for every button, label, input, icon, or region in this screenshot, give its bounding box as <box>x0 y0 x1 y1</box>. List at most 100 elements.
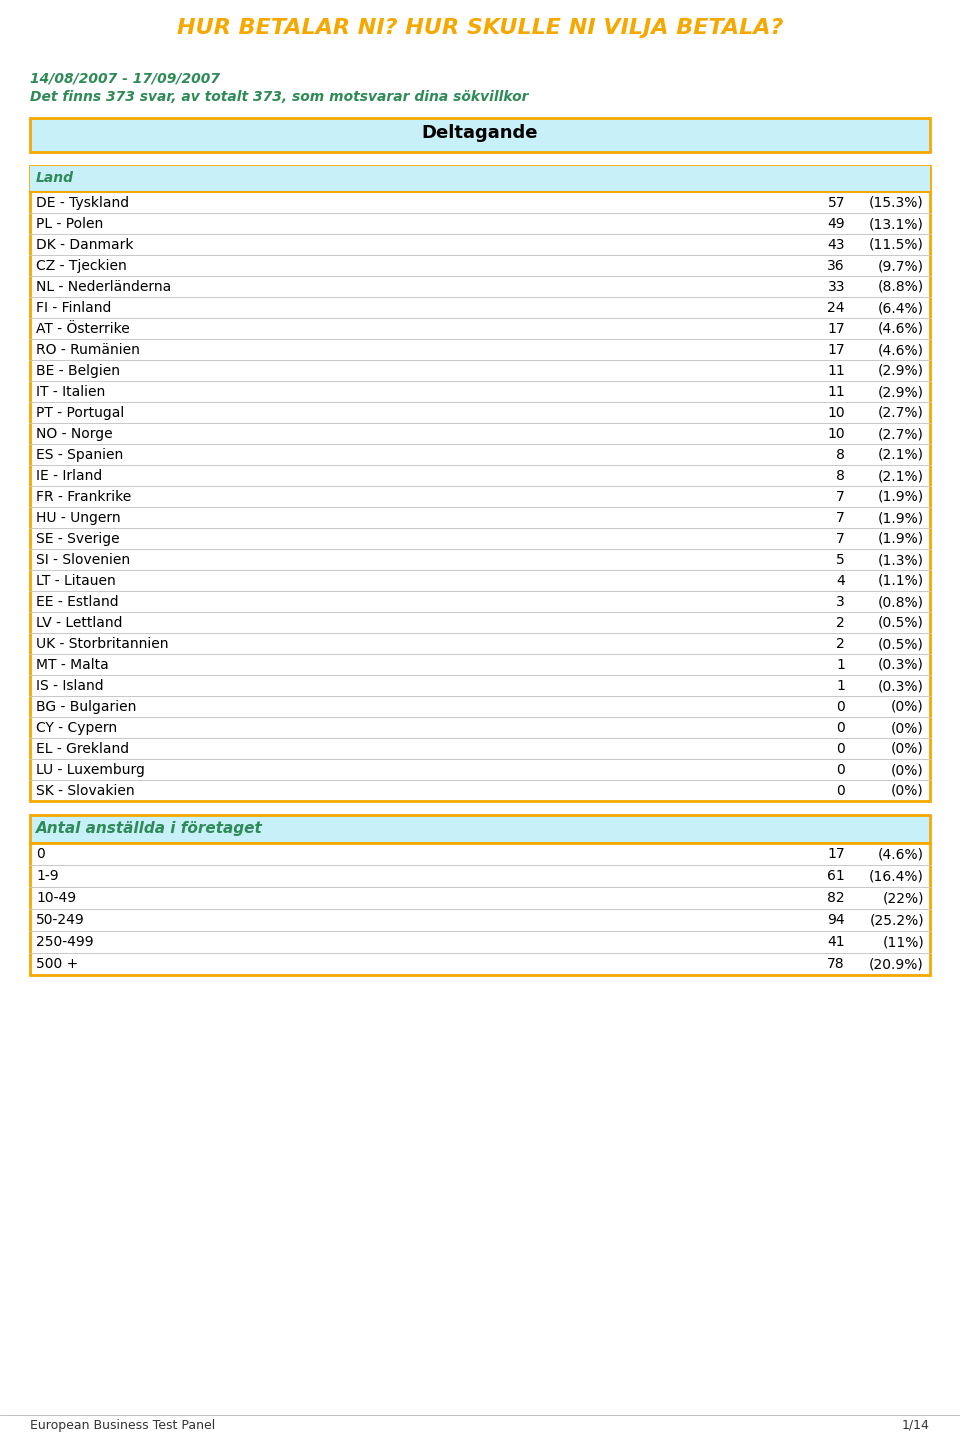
Text: 250-499: 250-499 <box>36 935 94 948</box>
Text: (0%): (0%) <box>891 721 924 734</box>
Text: HUR BETALAR NI? HUR SKULLE NI VILJA BETALA?: HUR BETALAR NI? HUR SKULLE NI VILJA BETA… <box>177 19 783 37</box>
Text: 0: 0 <box>836 700 845 714</box>
Text: SK - Slovakien: SK - Slovakien <box>36 785 134 798</box>
Text: LT - Litauen: LT - Litauen <box>36 573 116 588</box>
Text: BG - Bulgarien: BG - Bulgarien <box>36 700 136 714</box>
Text: Antal anställda i företaget: Antal anställda i företaget <box>36 821 263 836</box>
Text: 7: 7 <box>836 532 845 546</box>
Text: (0%): (0%) <box>891 785 924 798</box>
Text: (16.4%): (16.4%) <box>869 869 924 882</box>
Text: 2: 2 <box>836 637 845 651</box>
Text: PT - Portugal: PT - Portugal <box>36 407 124 420</box>
Text: Deltagande: Deltagande <box>421 124 539 142</box>
Text: 24: 24 <box>828 300 845 315</box>
Text: PL - Polen: PL - Polen <box>36 217 104 231</box>
Text: (13.1%): (13.1%) <box>869 217 924 231</box>
Text: 82: 82 <box>828 891 845 905</box>
Text: CZ - Tjeckien: CZ - Tjeckien <box>36 259 127 273</box>
Text: (0%): (0%) <box>891 741 924 756</box>
Text: 0: 0 <box>836 763 845 777</box>
Text: 7: 7 <box>836 490 845 504</box>
Text: (0.3%): (0.3%) <box>878 658 924 673</box>
Text: 1/14: 1/14 <box>902 1418 930 1433</box>
Text: (2.7%): (2.7%) <box>878 427 924 441</box>
Text: DE - Tyskland: DE - Tyskland <box>36 195 130 210</box>
Text: 14/08/2007 - 17/09/2007: 14/08/2007 - 17/09/2007 <box>30 72 220 86</box>
Text: 94: 94 <box>828 912 845 927</box>
Text: 17: 17 <box>828 322 845 336</box>
Text: (9.7%): (9.7%) <box>878 259 924 273</box>
Text: 50-249: 50-249 <box>36 912 84 927</box>
Text: Land: Land <box>36 171 74 185</box>
Text: UK - Storbritannien: UK - Storbritannien <box>36 637 169 651</box>
Text: 3: 3 <box>836 595 845 609</box>
Text: 17: 17 <box>828 846 845 861</box>
Text: 0: 0 <box>36 846 45 861</box>
Bar <box>30 167 930 193</box>
Text: ES - Spanien: ES - Spanien <box>36 448 123 463</box>
Text: RO - Rumänien: RO - Rumänien <box>36 343 140 356</box>
Text: (0%): (0%) <box>891 700 924 714</box>
Text: Det finns 373 svar, av totalt 373, som motsvarar dina sökvillkor: Det finns 373 svar, av totalt 373, som m… <box>30 91 529 103</box>
Text: 1: 1 <box>836 658 845 673</box>
Text: NO - Norge: NO - Norge <box>36 427 112 441</box>
Text: DK - Danmark: DK - Danmark <box>36 239 133 251</box>
Text: EE - Estland: EE - Estland <box>36 595 119 609</box>
Text: 0: 0 <box>836 721 845 734</box>
Text: 500 +: 500 + <box>36 957 79 971</box>
Text: 10: 10 <box>828 407 845 420</box>
Text: 36: 36 <box>828 259 845 273</box>
Text: SI - Slovenien: SI - Slovenien <box>36 553 131 568</box>
Text: 11: 11 <box>828 364 845 378</box>
Text: (22%): (22%) <box>882 891 924 905</box>
Text: NL - Nederländerna: NL - Nederländerna <box>36 280 171 295</box>
Text: (0%): (0%) <box>891 763 924 777</box>
Text: IS - Island: IS - Island <box>36 680 104 693</box>
Text: (1.9%): (1.9%) <box>877 512 924 525</box>
Text: (4.6%): (4.6%) <box>878 846 924 861</box>
Text: 17: 17 <box>828 343 845 356</box>
Text: EL - Grekland: EL - Grekland <box>36 741 130 756</box>
Text: (1.9%): (1.9%) <box>877 532 924 546</box>
Text: IE - Irland: IE - Irland <box>36 468 103 483</box>
Text: (15.3%): (15.3%) <box>869 195 924 210</box>
Text: (0.8%): (0.8%) <box>878 595 924 609</box>
Text: LV - Lettland: LV - Lettland <box>36 616 123 629</box>
Text: 33: 33 <box>828 280 845 295</box>
Text: 41: 41 <box>828 935 845 948</box>
Text: 78: 78 <box>828 957 845 971</box>
Text: 4: 4 <box>836 573 845 588</box>
Text: SE - Sverige: SE - Sverige <box>36 532 120 546</box>
Text: IT - Italien: IT - Italien <box>36 385 106 399</box>
Text: 0: 0 <box>836 741 845 756</box>
Text: FR - Frankrike: FR - Frankrike <box>36 490 132 504</box>
Text: (2.7%): (2.7%) <box>878 407 924 420</box>
Text: (0.3%): (0.3%) <box>878 680 924 693</box>
Text: 10-49: 10-49 <box>36 891 76 905</box>
Text: (0.5%): (0.5%) <box>878 637 924 651</box>
Text: 1-9: 1-9 <box>36 869 59 882</box>
Bar <box>30 844 930 974</box>
Text: European Business Test Panel: European Business Test Panel <box>30 1418 215 1433</box>
Text: (1.9%): (1.9%) <box>877 490 924 504</box>
Text: (6.4%): (6.4%) <box>878 300 924 315</box>
Text: (0.5%): (0.5%) <box>878 616 924 629</box>
Bar <box>30 118 930 152</box>
Text: 8: 8 <box>836 468 845 483</box>
Text: (25.2%): (25.2%) <box>870 912 924 927</box>
Text: (2.1%): (2.1%) <box>878 448 924 463</box>
Text: (4.6%): (4.6%) <box>878 343 924 356</box>
Bar <box>30 815 930 844</box>
Text: 8: 8 <box>836 448 845 463</box>
Text: (8.8%): (8.8%) <box>877 280 924 295</box>
Text: FI - Finland: FI - Finland <box>36 300 111 315</box>
Text: 57: 57 <box>828 195 845 210</box>
Text: LU - Luxemburg: LU - Luxemburg <box>36 763 145 777</box>
Text: (1.1%): (1.1%) <box>877 573 924 588</box>
Text: 5: 5 <box>836 553 845 568</box>
Text: 0: 0 <box>836 785 845 798</box>
Text: 49: 49 <box>828 217 845 231</box>
Text: (11%): (11%) <box>882 935 924 948</box>
Text: 11: 11 <box>828 385 845 399</box>
Text: HU - Ungern: HU - Ungern <box>36 512 121 525</box>
